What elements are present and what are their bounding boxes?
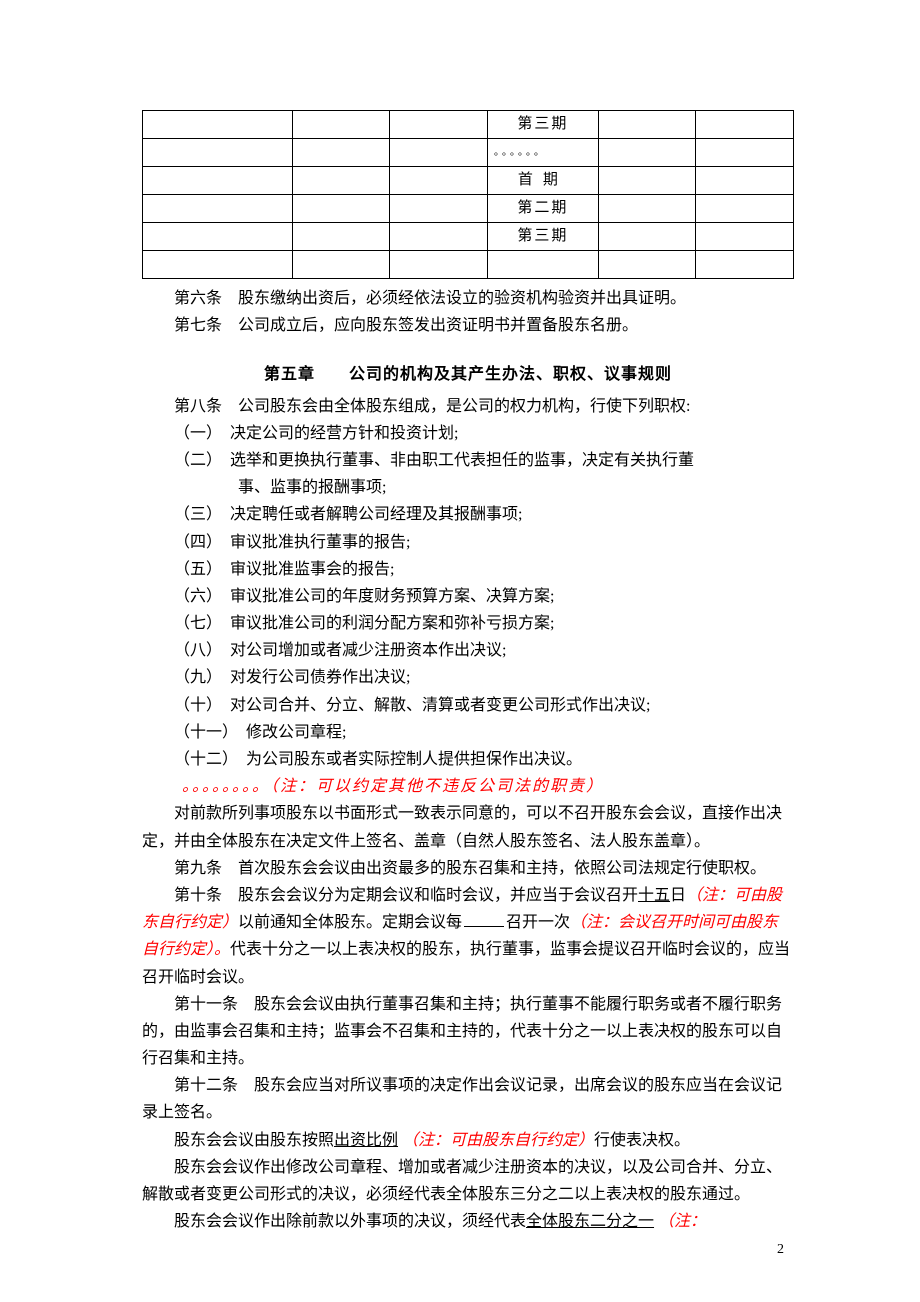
vote-a: 股东会会议由股东按照 xyxy=(174,1132,334,1149)
table-cell xyxy=(292,195,390,223)
page-number: 2 xyxy=(777,1238,784,1262)
article-12: 第十二条 股东会应当对所议事项的决定作出会议记录，出席会议的股东应当在会议记录上… xyxy=(142,1072,794,1126)
table-cell xyxy=(598,223,696,251)
table-cell xyxy=(292,223,390,251)
article-11: 第十一条 股东会会议由执行董事召集和主持；执行董事不能履行职务或者不履行职务的，… xyxy=(142,991,794,1073)
table-cell xyxy=(598,167,696,195)
amend-para: 股东会会议作出修改公司章程、增加或者减少注册资本的决议，以及公司合并、分立、解散… xyxy=(142,1154,794,1208)
para-after-8: 对前款所列事项股东以书面形式一致表示同意的，可以不召开股东会会议，直接作出决定，… xyxy=(142,800,794,854)
vote-para: 股东会会议由股东按照出资比例 （注：可由股东自行约定）行使表决权。 xyxy=(142,1127,794,1154)
table-cell xyxy=(143,195,293,223)
table-cell xyxy=(292,139,390,167)
article-10: 第十条 股东会会议分为定期会议和临时会议，并应当于会议召开十五日（注：可由股东自… xyxy=(142,882,794,991)
article-10-text-a: 第十条 股东会会议分为定期会议和临时会议，并应当于会议召开 xyxy=(174,887,638,904)
list-item: （十一） 修改公司章程; xyxy=(142,719,794,746)
list-item: （六） 审议批准公司的年度财务预算方案、决算方案; xyxy=(142,583,794,610)
table-row: 。。。。。。 xyxy=(143,139,794,167)
article-10-text-d: 召开一次 xyxy=(506,914,570,931)
table-cell: 首期 xyxy=(488,167,599,195)
table-row: 第二期 xyxy=(143,195,794,223)
table-cell xyxy=(292,167,390,195)
table-cell xyxy=(598,251,696,279)
article-6: 第六条 股东缴纳出资后，必须经依法设立的验资机构验资并出具证明。 xyxy=(142,285,794,312)
table-cell xyxy=(292,111,390,139)
list-item: 事、监事的报酬事项; xyxy=(142,474,794,501)
list-item: （八） 对公司增加或者减少注册资本作出决议; xyxy=(142,637,794,664)
list-item: （四） 审议批准执行董事的报告; xyxy=(142,529,794,556)
table-cell xyxy=(292,251,390,279)
table-cell xyxy=(390,251,488,279)
table-cell xyxy=(696,223,794,251)
table-cell xyxy=(143,139,293,167)
vote-underline: 出资比例 xyxy=(334,1132,398,1149)
table-cell xyxy=(390,195,488,223)
table-cell xyxy=(696,111,794,139)
chapter-5-title: 第五章 公司的机构及其产生办法、职权、议事规则 xyxy=(142,361,794,388)
article-10-text-e: 代表十分之一以上表决权的股东，执行董事，监事会提议召开临时会议的，应当召开临时会… xyxy=(142,941,790,985)
list-item: （七） 审议批准公司的利润分配方案和弥补亏损方案; xyxy=(142,610,794,637)
list-item: （二） 选举和更换执行董事、非由职工代表担任的监事，决定有关执行董 xyxy=(142,447,794,474)
table-cell xyxy=(390,139,488,167)
table-row: 第三期 xyxy=(143,111,794,139)
article-10-underline-1: 十五 xyxy=(638,887,670,904)
table-cell xyxy=(598,195,696,223)
article-9: 第九条 首次股东会会议由出资最多的股东召集和主持，依照公司法规定行使职权。 xyxy=(142,855,794,882)
table-cell xyxy=(390,167,488,195)
table-cell xyxy=(696,251,794,279)
table-cell xyxy=(696,139,794,167)
list-item: （十） 对公司合并、分立、解散、清算或者变更公司形式作出决议; xyxy=(142,692,794,719)
list-item: （三） 决定聘任或者解聘公司经理及其报酬事项; xyxy=(142,501,794,528)
period-red: 。 xyxy=(214,941,230,958)
table-cell xyxy=(488,251,599,279)
vote-b: 行使表决权。 xyxy=(594,1132,690,1149)
table-cell xyxy=(598,111,696,139)
article-8-intro: 第八条 公司股东会由全体股东组成，是公司的权力机构，行使下列职权: xyxy=(142,393,794,420)
table-cell: 第二期 xyxy=(488,195,599,223)
table-cell xyxy=(598,139,696,167)
list-item: （一） 决定公司的经营方针和投资计划; xyxy=(142,420,794,447)
list-item: （九） 对发行公司债券作出决议; xyxy=(142,664,794,691)
list-item: （十二） 为公司股东或者实际控制人提供担保作出决议。 xyxy=(142,746,794,773)
table-cell xyxy=(696,167,794,195)
table-row: 首期 xyxy=(143,167,794,195)
other-underline: 全体股东二分之一 xyxy=(526,1213,654,1230)
contribution-table: 第三期。。。。。。首期第二期第三期 xyxy=(142,110,794,279)
article-8-note: 。。。。。。。。（注：可以约定其他不违反公司法的职责） xyxy=(142,773,794,800)
table-cell xyxy=(696,195,794,223)
table-cell: 第三期 xyxy=(488,223,599,251)
other-a: 股东会会议作出除前款以外事项的决议，须经代表 xyxy=(174,1213,526,1230)
table-cell xyxy=(390,111,488,139)
blank-fill xyxy=(464,926,504,927)
table-row: 第三期 xyxy=(143,223,794,251)
list-item: （五） 审议批准监事会的报告; xyxy=(142,556,794,583)
table-cell xyxy=(143,251,293,279)
other-para: 股东会会议作出除前款以外事项的决议，须经代表全体股东二分之一 （注： xyxy=(142,1208,794,1235)
table-cell: 第三期 xyxy=(488,111,599,139)
article-7: 第七条 公司成立后，应向股东签发出资证明书并置备股东名册。 xyxy=(142,312,794,339)
article-10-text-b: 日 xyxy=(670,887,686,904)
table-cell xyxy=(143,111,293,139)
table-cell xyxy=(143,167,293,195)
table-cell xyxy=(390,223,488,251)
article-10-text-c: 以前通知全体股东。定期会议每 xyxy=(238,914,462,931)
table-row xyxy=(143,251,794,279)
other-note: （注： xyxy=(658,1213,706,1230)
table-cell: 。。。。。。 xyxy=(488,139,599,167)
vote-note: （注：可由股东自行约定） xyxy=(402,1132,594,1149)
table-cell xyxy=(143,223,293,251)
